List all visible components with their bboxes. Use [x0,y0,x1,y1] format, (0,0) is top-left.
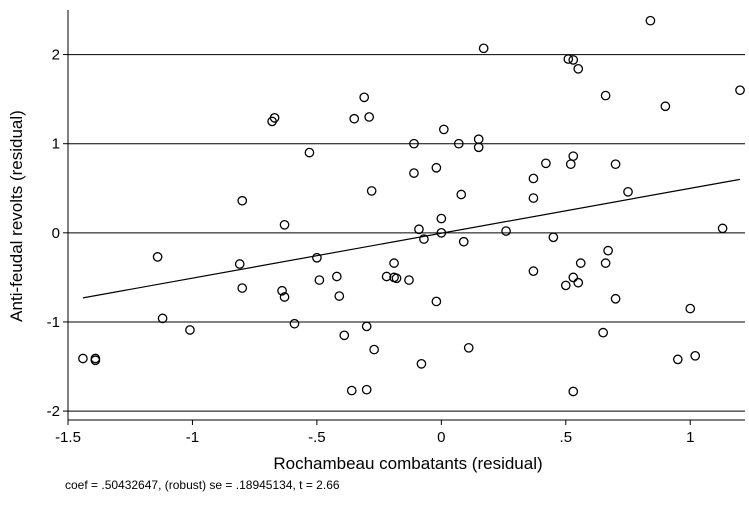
data-point [331,271,342,282]
data-point [610,293,621,304]
data-point [463,342,474,353]
data-point [391,273,402,284]
data-point [234,259,245,269]
data-point [473,142,484,153]
data-point [349,113,360,124]
y-tick-label: -2 [47,403,60,420]
data-point [568,386,579,397]
data-point [690,350,701,361]
data-point [436,213,447,224]
data-point [78,353,88,364]
data-point [404,275,414,285]
data-point [389,258,399,268]
data-point [152,252,163,262]
data-point [565,159,576,170]
data-point [717,223,728,234]
y-tick-label: -1 [47,314,60,331]
data-point [431,296,442,307]
data-point [279,292,290,302]
data-point [369,344,379,355]
data-point [267,116,277,127]
axes [67,10,745,421]
fit-line [82,178,741,299]
data-point [541,158,551,169]
data-point [568,55,579,65]
data-point [453,138,464,149]
data-point [473,134,484,145]
data-point [157,313,168,324]
grid-lines [68,54,745,412]
data-point [600,258,611,268]
data-point [600,90,611,101]
data-point [237,195,248,206]
fit-line-group [82,178,741,299]
data-point [548,232,559,243]
y-tick-label: 1 [52,136,60,153]
data-point [458,236,469,247]
regression-note: coef = .50432647, (robust) se = .1894513… [65,478,340,492]
data-point [573,277,584,288]
data-point [361,321,372,332]
data-point [528,193,539,203]
data-point [366,186,377,196]
data-point [645,15,656,26]
data-points [78,15,745,397]
data-point [409,168,419,178]
data-point [603,245,613,256]
data-point [414,224,424,235]
x-tick-label: 1 [686,429,694,446]
tick-labels: -2 -1 0 1 2 -1.5 -1 -.5 0 .5 1 [47,47,695,446]
x-tick-label: .5 [560,429,573,446]
data-point [501,226,511,236]
data-point [568,151,579,162]
data-point [185,325,195,335]
data-point [419,234,429,244]
data-point [312,252,322,263]
data-point [623,186,633,197]
data-point [528,266,539,277]
data-point [361,384,372,395]
x-tick-label: -1.5 [55,429,81,446]
x-tick-label: -1 [186,429,199,446]
data-point [279,219,290,230]
y-tick-label: 0 [52,225,60,242]
data-point [685,303,696,314]
data-point [456,189,467,200]
data-point [560,280,571,291]
data-point [568,272,579,283]
x-tick-label: -.5 [308,429,326,446]
data-point [346,385,357,396]
data-point [409,138,419,149]
data-point [381,271,392,282]
data-point [314,275,325,285]
data-point [289,318,300,329]
data-point [660,101,671,112]
data-point [598,327,608,338]
data-point [610,159,621,170]
data-point [478,43,489,54]
data-point [563,54,574,64]
data-point [304,147,315,158]
y-axis-label: Anti-feudal revolts (residual) [7,110,26,322]
data-point [364,112,375,122]
data-point [416,358,427,369]
data-point [573,63,584,74]
data-point [431,162,442,173]
data-point [359,92,370,103]
data-point [237,283,248,293]
x-axis-label: Rochambeau combatants (residual) [273,454,542,473]
data-point [277,285,287,296]
data-point [90,355,101,366]
data-point [575,258,586,268]
y-tick-label: 2 [52,47,60,64]
data-point [438,124,449,135]
data-point [334,291,345,301]
data-point [339,330,350,341]
data-point [672,354,683,365]
x-tick-label: 0 [437,429,445,446]
data-point [528,173,539,184]
data-point [735,85,745,96]
